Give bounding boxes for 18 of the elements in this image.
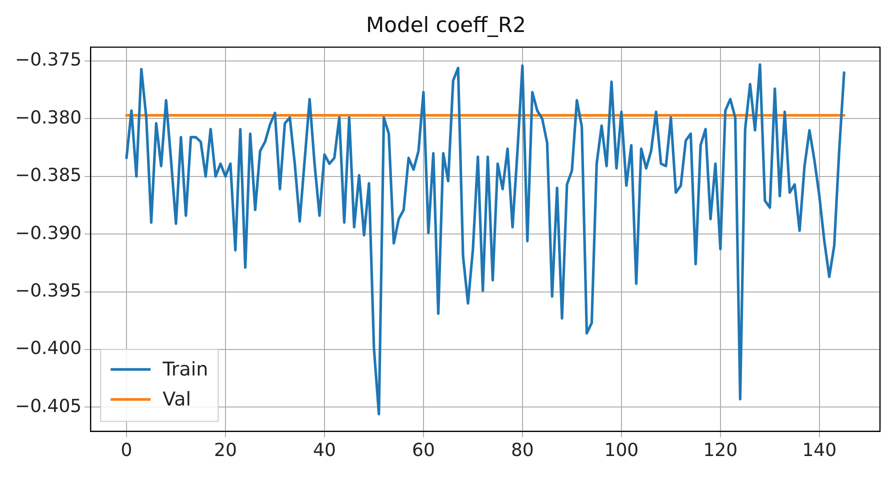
x-tick-label: 60 — [412, 440, 435, 461]
x-tick-label: 0 — [120, 440, 132, 461]
y-tick-label: −0.390 — [14, 222, 82, 244]
x-tick-label: 100 — [604, 440, 639, 461]
x-tick-label: 20 — [214, 440, 237, 461]
y-tick-label: −0.405 — [14, 396, 82, 417]
legend-label: Train — [162, 358, 208, 380]
y-tick-label: −0.395 — [14, 280, 82, 302]
y-tick-label: −0.385 — [14, 165, 82, 186]
y-tick-label: −0.380 — [14, 107, 82, 128]
legend-label: Val — [162, 388, 192, 410]
chart-title: Model coeff_R2 — [366, 13, 526, 38]
x-tick-label: 40 — [313, 440, 336, 461]
y-tick-label: −0.375 — [14, 50, 82, 71]
y-tick-label: −0.400 — [14, 338, 82, 360]
x-tick-label: 80 — [510, 440, 534, 461]
x-tick-label: 140 — [802, 440, 837, 461]
x-tick-label: 120 — [703, 440, 738, 461]
